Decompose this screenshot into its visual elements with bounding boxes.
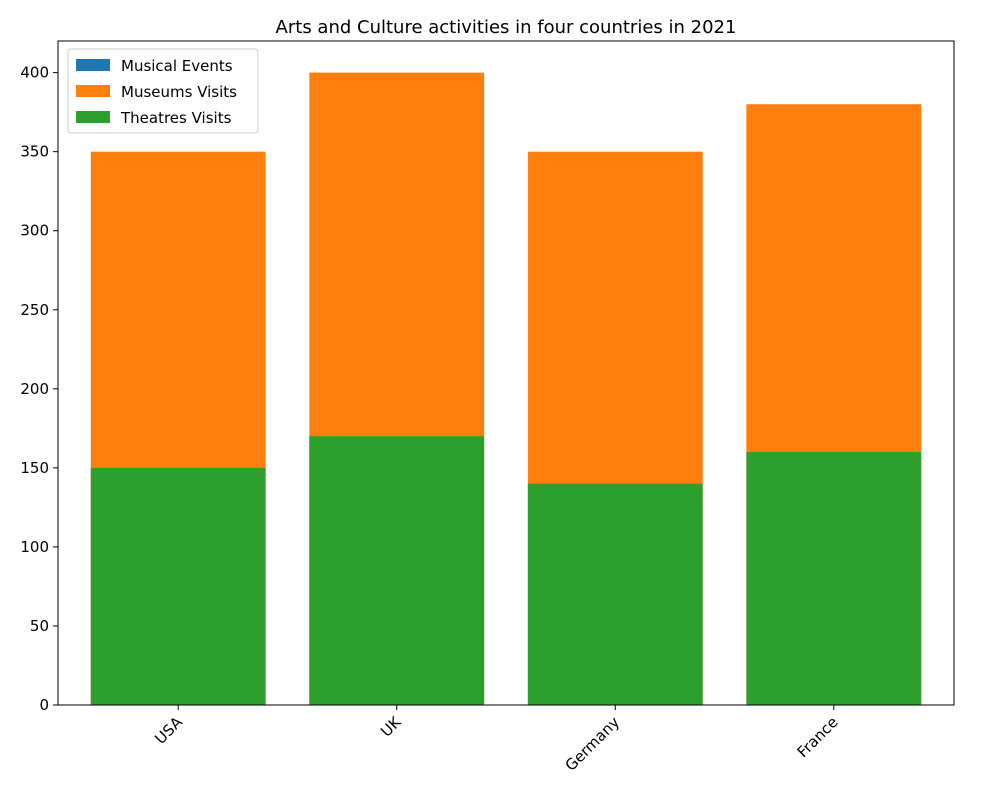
legend-swatch [76, 59, 110, 71]
bar [309, 436, 485, 705]
legend-swatch [76, 111, 110, 123]
chart-title: Arts and Culture activities in four coun… [276, 17, 737, 38]
y-tick-label: 0 [39, 696, 49, 714]
y-tick-label: 250 [20, 301, 49, 319]
legend-label: Museums Visits [121, 83, 237, 101]
legend-label: Theatres Visits [120, 109, 232, 127]
legend-swatch [76, 85, 110, 97]
y-tick-label: 300 [20, 222, 49, 240]
legend-box [67, 48, 259, 134]
bar [90, 467, 266, 705]
y-tick-label: 200 [20, 380, 49, 398]
y-tick-label: 100 [20, 538, 49, 556]
legend-label: Musical Events [121, 57, 233, 75]
y-tick-label: 400 [20, 64, 49, 82]
y-tick-label: 350 [20, 143, 49, 161]
y-tick-label: 150 [20, 459, 49, 477]
y-tick-label: 50 [30, 617, 49, 635]
bar [746, 452, 922, 705]
bar [527, 483, 703, 705]
plot-frame [57, 40, 955, 706]
